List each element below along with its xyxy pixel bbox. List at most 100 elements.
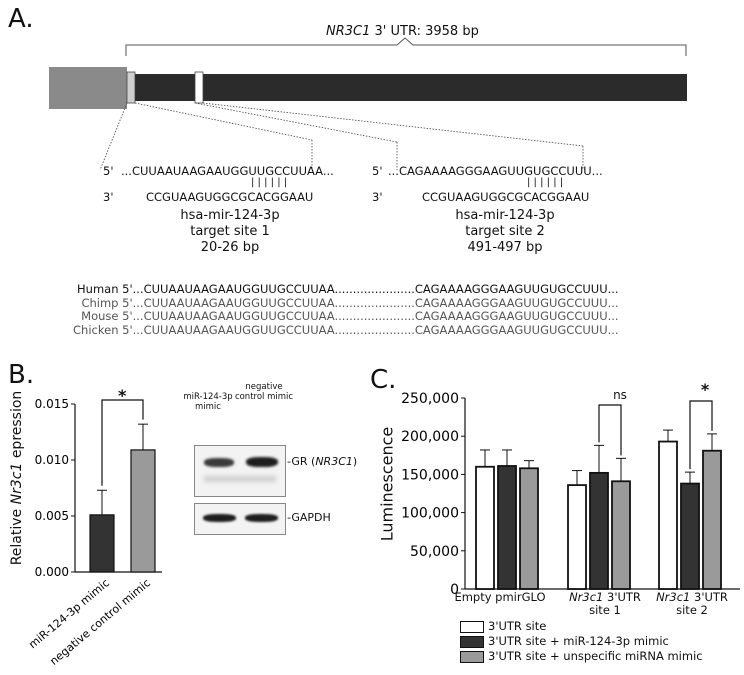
site1-connector-left xyxy=(99,102,128,171)
gapdh-band-lane1 xyxy=(203,514,236,522)
blot-gapdh-panel xyxy=(194,503,286,535)
site2-mirna-sequence: CCGUAAGUGGCGCACGGAAU xyxy=(422,190,590,204)
significance-bracket xyxy=(101,399,144,486)
site2-connector-right xyxy=(202,102,584,147)
coding-region-box xyxy=(49,67,127,109)
bar-2-3 xyxy=(611,480,631,590)
bar-3-3 xyxy=(702,449,722,590)
mir124-bar xyxy=(89,514,115,573)
y-tick-label: 100,000 xyxy=(401,506,459,522)
bar-1-2 xyxy=(497,465,517,590)
alignment-seq2: CAGAAAAGGGAAGUUGUGCCUUU... xyxy=(414,295,619,310)
utr-length-text: 3' UTR: 3958 bp xyxy=(370,24,479,39)
alignment-row: Chimp 5'...CUUAAUAAGAAUGGUUGCCUUAA......… xyxy=(40,282,618,310)
site2-site-label: target site 2 xyxy=(465,224,545,239)
gr-background-smear xyxy=(204,476,276,482)
group-label-site2: Nr3c1 3'UTR site 2 xyxy=(656,590,728,617)
bar-2-2 xyxy=(589,471,609,590)
site2-range: 491-497 bp xyxy=(467,240,543,255)
neg-control-bar xyxy=(130,449,156,573)
utr-bar xyxy=(127,74,687,101)
alignment-seq2: CAGAAAAGGGAAGUUGUGCCUUU... xyxy=(414,309,619,323)
y-tick-label: 200,000 xyxy=(401,429,459,445)
blot-gr-panel xyxy=(194,445,286,497)
y-tick-label: 0.000 xyxy=(35,565,69,579)
site1-site-label: target site 1 xyxy=(190,224,270,239)
site1-significance: ns xyxy=(613,388,627,402)
ns-bracket xyxy=(598,404,622,456)
species-alignment: Human 5'...CUUAAUAAGAAUGGUUGCCUUAA......… xyxy=(40,268,619,337)
y-tick-label: 250,000 xyxy=(401,391,459,407)
alignment-seq1: ...CUUAAUAAGAAUGGUUGCCUUAA xyxy=(132,282,335,296)
site1-three-prime: 3' xyxy=(103,190,114,204)
site2-three-prime: 3' xyxy=(372,190,383,204)
legend-swatch-white xyxy=(460,620,484,633)
panel-c-legend: 3'UTR site 3'UTR site + miR-124-3p mimic… xyxy=(460,619,703,664)
utr-length-title: NR3C1 3' UTR: 3958 bp xyxy=(326,24,479,39)
bar-3-1 xyxy=(658,440,678,590)
site2-five-prime: 5' xyxy=(372,164,383,178)
species-name: Mouse 5' xyxy=(81,309,133,323)
bar-1-1 xyxy=(475,465,495,590)
bar-3-2 xyxy=(680,482,700,590)
panel-b-label: B. xyxy=(8,360,35,390)
species-name: Chicken 5' xyxy=(73,322,133,337)
site2-marker xyxy=(194,71,204,104)
alignment-seq2: CAGAAAAGGGAAGUUGUGCCUUU... xyxy=(414,282,619,296)
blot-gapdh-label: -GAPDH xyxy=(287,511,331,524)
alignment-seq1: ...CUUAAUAAGAAUGGUUGCCUUAA xyxy=(132,309,335,323)
utr-gene-name: NR3C1 xyxy=(326,24,371,39)
gr-band-lane1 xyxy=(204,458,234,467)
alignment-row: Chicken 5'...CUUAAUAAGAAUGGUUGCCUUAA....… xyxy=(40,309,619,337)
site1-caption: hsa-mir-124-3p target site 1 20-26 bp xyxy=(155,208,305,256)
y-tick-label: 0.005 xyxy=(35,509,69,523)
panel-b-significance: * xyxy=(118,386,127,405)
legend-swatch-grey xyxy=(460,650,484,663)
gapdh-band-lane2 xyxy=(245,514,278,522)
legend-item: 3'UTR site xyxy=(460,619,703,634)
site2-caption: hsa-mir-124-3p target site 2 491-497 bp xyxy=(430,208,580,256)
species-name: Chimp 5' xyxy=(81,295,133,310)
blot-lane1-label: miR-124-3p mimic xyxy=(183,392,233,412)
site1-mirna-sequence: CCGUAAGUGGCGCACGGAAU xyxy=(146,190,314,204)
site2-significance: * xyxy=(700,380,710,399)
site2-mirna-name: hsa-mir-124-3p xyxy=(455,208,555,223)
alignment-gap: ...................... xyxy=(334,322,415,337)
alignment-seq2: CAGAAAAGGGAAGUUGUGCCUUU... xyxy=(414,322,619,337)
panel-c-label: C. xyxy=(370,365,397,395)
alignment-seq1: ...CUUAAUAAGAAUGGUUGCCUUAA xyxy=(132,295,335,310)
group-label-site1: Nr3c1 3'UTR site 1 xyxy=(569,590,641,617)
legend-item: 3'UTR site + miR-124-3p mimic xyxy=(460,634,703,649)
y-tick-label: 50,000 xyxy=(410,544,459,560)
bar-1-3 xyxy=(519,467,539,590)
panel-a-label: A. xyxy=(8,4,34,34)
alignment-seq1: ...CUUAAUAAGAAUGGUUGCCUUAA xyxy=(132,322,335,337)
utr-bracket xyxy=(125,37,687,56)
y-tick-label: 150,000 xyxy=(401,467,459,483)
site1-marker xyxy=(126,71,136,104)
legend-swatch-dark xyxy=(460,635,484,648)
blot-lane2-label: negative control mimic xyxy=(234,382,294,402)
y-tick-label: 0 xyxy=(450,582,459,598)
y-tick-label: 0.010 xyxy=(35,453,69,467)
site1-mirna-name: hsa-mir-124-3p xyxy=(180,208,280,223)
gr-band-lane2 xyxy=(246,457,278,467)
site2-connector-left xyxy=(194,102,398,143)
alignment-gap: ...................... xyxy=(334,282,415,296)
site2-mrna-sequence: ...CAGAAAAGGGAAGUUGUGCCUUU... xyxy=(388,164,603,178)
species-name: Human 5' xyxy=(77,282,133,296)
blot-gr-label: -GR (NR3C1) xyxy=(287,455,358,468)
site1-connector-right xyxy=(134,102,313,141)
site2-pairing-bars: | | | | | | xyxy=(527,177,564,188)
gene-schematic xyxy=(49,37,687,171)
group-label-empty: Empty pmirGLO xyxy=(454,590,546,604)
site1-range: 20-26 bp xyxy=(200,240,260,255)
bar-2-1 xyxy=(567,484,587,590)
site1-five-prime: 5' xyxy=(103,164,114,178)
y-tick-label: 0.015 xyxy=(35,397,69,411)
alignment-row: Mouse 5'...CUUAAUAAGAAUGGUUGCCUUAA......… xyxy=(40,295,618,323)
alignment-gap: ...................... xyxy=(334,295,415,310)
alignment-gap: ...................... xyxy=(334,309,415,323)
